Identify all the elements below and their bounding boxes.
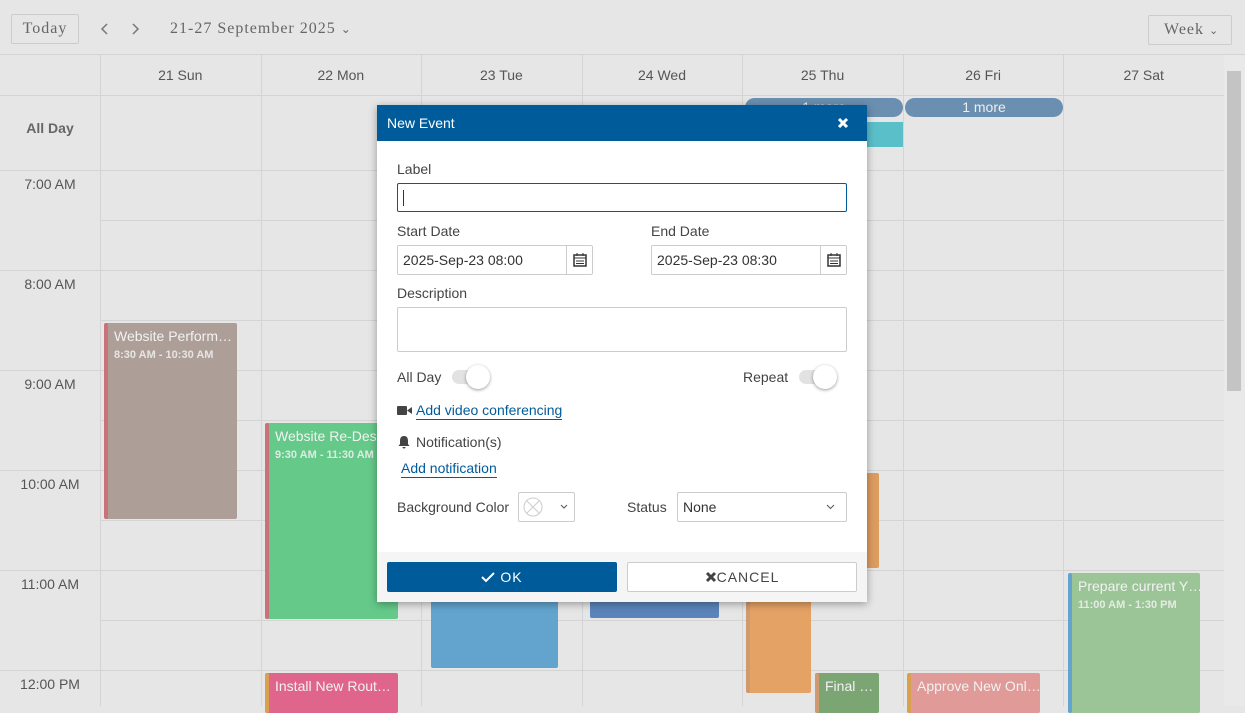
event[interactable]: Final … <box>815 673 879 713</box>
dialog: New Event Label Start Date 2025-Sep-23 0… <box>377 105 867 602</box>
field-label: Label <box>397 161 432 177</box>
event[interactable]: Website Re-Desi… 9:30 AM - 11:30 AM <box>265 423 398 619</box>
view-text: Week <box>1164 21 1205 38</box>
event[interactable]: Website Perform… 8:30 AM - 10:30 AM <box>104 323 237 519</box>
end-date-input[interactable]: 2025-Sep-23 08:30 <box>651 245 847 275</box>
grid-line <box>100 620 1224 621</box>
ok-button[interactable]: OK <box>387 562 617 592</box>
status-select[interactable]: None <box>677 492 847 522</box>
repeat-toggle[interactable] <box>799 365 837 389</box>
event[interactable] <box>746 600 811 693</box>
day-header: 21 Sun <box>158 67 203 83</box>
start-date-value: 2025-Sep-23 08:00 <box>403 252 523 268</box>
day-header: 22 Mon <box>317 67 365 83</box>
field-label: Description <box>397 285 468 301</box>
event-title: Final … <box>825 678 874 694</box>
all-day-label: All Day <box>26 120 74 136</box>
grid-line <box>100 54 101 706</box>
day-header: 27 Sat <box>1123 67 1164 83</box>
grid-line <box>261 54 262 706</box>
scroll-thumb[interactable] <box>1227 71 1241 391</box>
field-label: Background Color <box>397 499 510 515</box>
time-label: 9:00 AM <box>24 376 76 392</box>
cancel-text: CANCEL <box>716 569 780 585</box>
close-icon[interactable] <box>837 117 849 129</box>
calendar-icon[interactable] <box>573 253 587 267</box>
time-label: 8:00 AM <box>24 276 76 292</box>
day-header: 26 Fri <box>965 67 1002 83</box>
bell-icon <box>398 436 410 449</box>
grid-line <box>0 95 1224 96</box>
view-select[interactable]: Week ⌄ <box>1148 15 1232 45</box>
notifications-label: Notification(s) <box>416 434 502 450</box>
field-label: Status <box>627 499 667 515</box>
event-title: Website Re-Desi… <box>275 428 394 444</box>
day-header: 24 Wed <box>637 67 686 83</box>
scrollbar[interactable] <box>1224 55 1245 706</box>
event[interactable]: Prepare current Y… 11:00 AM - 1:30 PM <box>1068 573 1200 713</box>
all-day-toggle[interactable] <box>452 365 490 389</box>
status-value: None <box>683 499 717 515</box>
grid-line <box>903 54 904 706</box>
dialog-header: New Event <box>377 105 867 141</box>
day-header: 23 Tue <box>480 67 523 83</box>
time-label: 12:00 PM <box>20 676 80 692</box>
event-title: Approve New Onl… <box>917 678 1040 694</box>
event-time: 11:00 AM - 1:30 PM <box>1078 599 1177 611</box>
grid-line <box>1063 54 1064 706</box>
event-title: Install New Rout… <box>275 678 391 694</box>
label-input[interactable] <box>397 183 847 212</box>
time-label: 10:00 AM <box>20 476 80 492</box>
day-header: 25 Thu <box>800 67 845 83</box>
event[interactable]: Approve New Onl… <box>907 673 1040 713</box>
event-title: Prepare current Y… <box>1078 578 1200 594</box>
start-date-input[interactable]: 2025-Sep-23 08:00 <box>397 245 593 275</box>
field-label: End Date <box>651 223 710 239</box>
today-button[interactable]: Today <box>11 14 79 44</box>
nav-arrows[interactable] <box>98 22 148 36</box>
event-time: 8:30 AM - 10:30 AM <box>114 349 214 361</box>
toolbar-border <box>0 54 1245 55</box>
add-notification-link[interactable]: Add notification <box>401 460 497 478</box>
dialog-footer: OK CANCEL <box>377 552 867 602</box>
dialog-title: New Event <box>387 115 455 131</box>
ok-text: OK <box>500 569 523 585</box>
event[interactable]: Install New Rout… <box>265 673 398 713</box>
time-label: 11:00 AM <box>20 576 80 592</box>
date-range[interactable]: 21-27 September 2025 ⌄ <box>170 20 352 37</box>
grid-line <box>0 670 1224 671</box>
field-label: Repeat <box>743 369 789 385</box>
video-icon <box>397 406 412 415</box>
cancel-button[interactable]: CANCEL <box>627 562 857 592</box>
more-pill[interactable]: 1 more <box>905 98 1063 117</box>
video-link[interactable]: Add video conferencing <box>416 402 563 420</box>
calendar-icon[interactable] <box>827 253 841 267</box>
date-range-text: 21-27 September 2025 <box>170 20 336 37</box>
end-date-value: 2025-Sep-23 08:30 <box>657 252 777 268</box>
description-input[interactable] <box>397 307 847 352</box>
time-label: 7:00 AM <box>24 176 76 192</box>
field-label: All Day <box>397 369 442 385</box>
field-label: Start Date <box>397 223 461 239</box>
event-time: 9:30 AM - 11:30 AM <box>275 449 374 461</box>
color-picker[interactable] <box>518 492 575 522</box>
event-title: Website Perform… <box>114 328 232 344</box>
